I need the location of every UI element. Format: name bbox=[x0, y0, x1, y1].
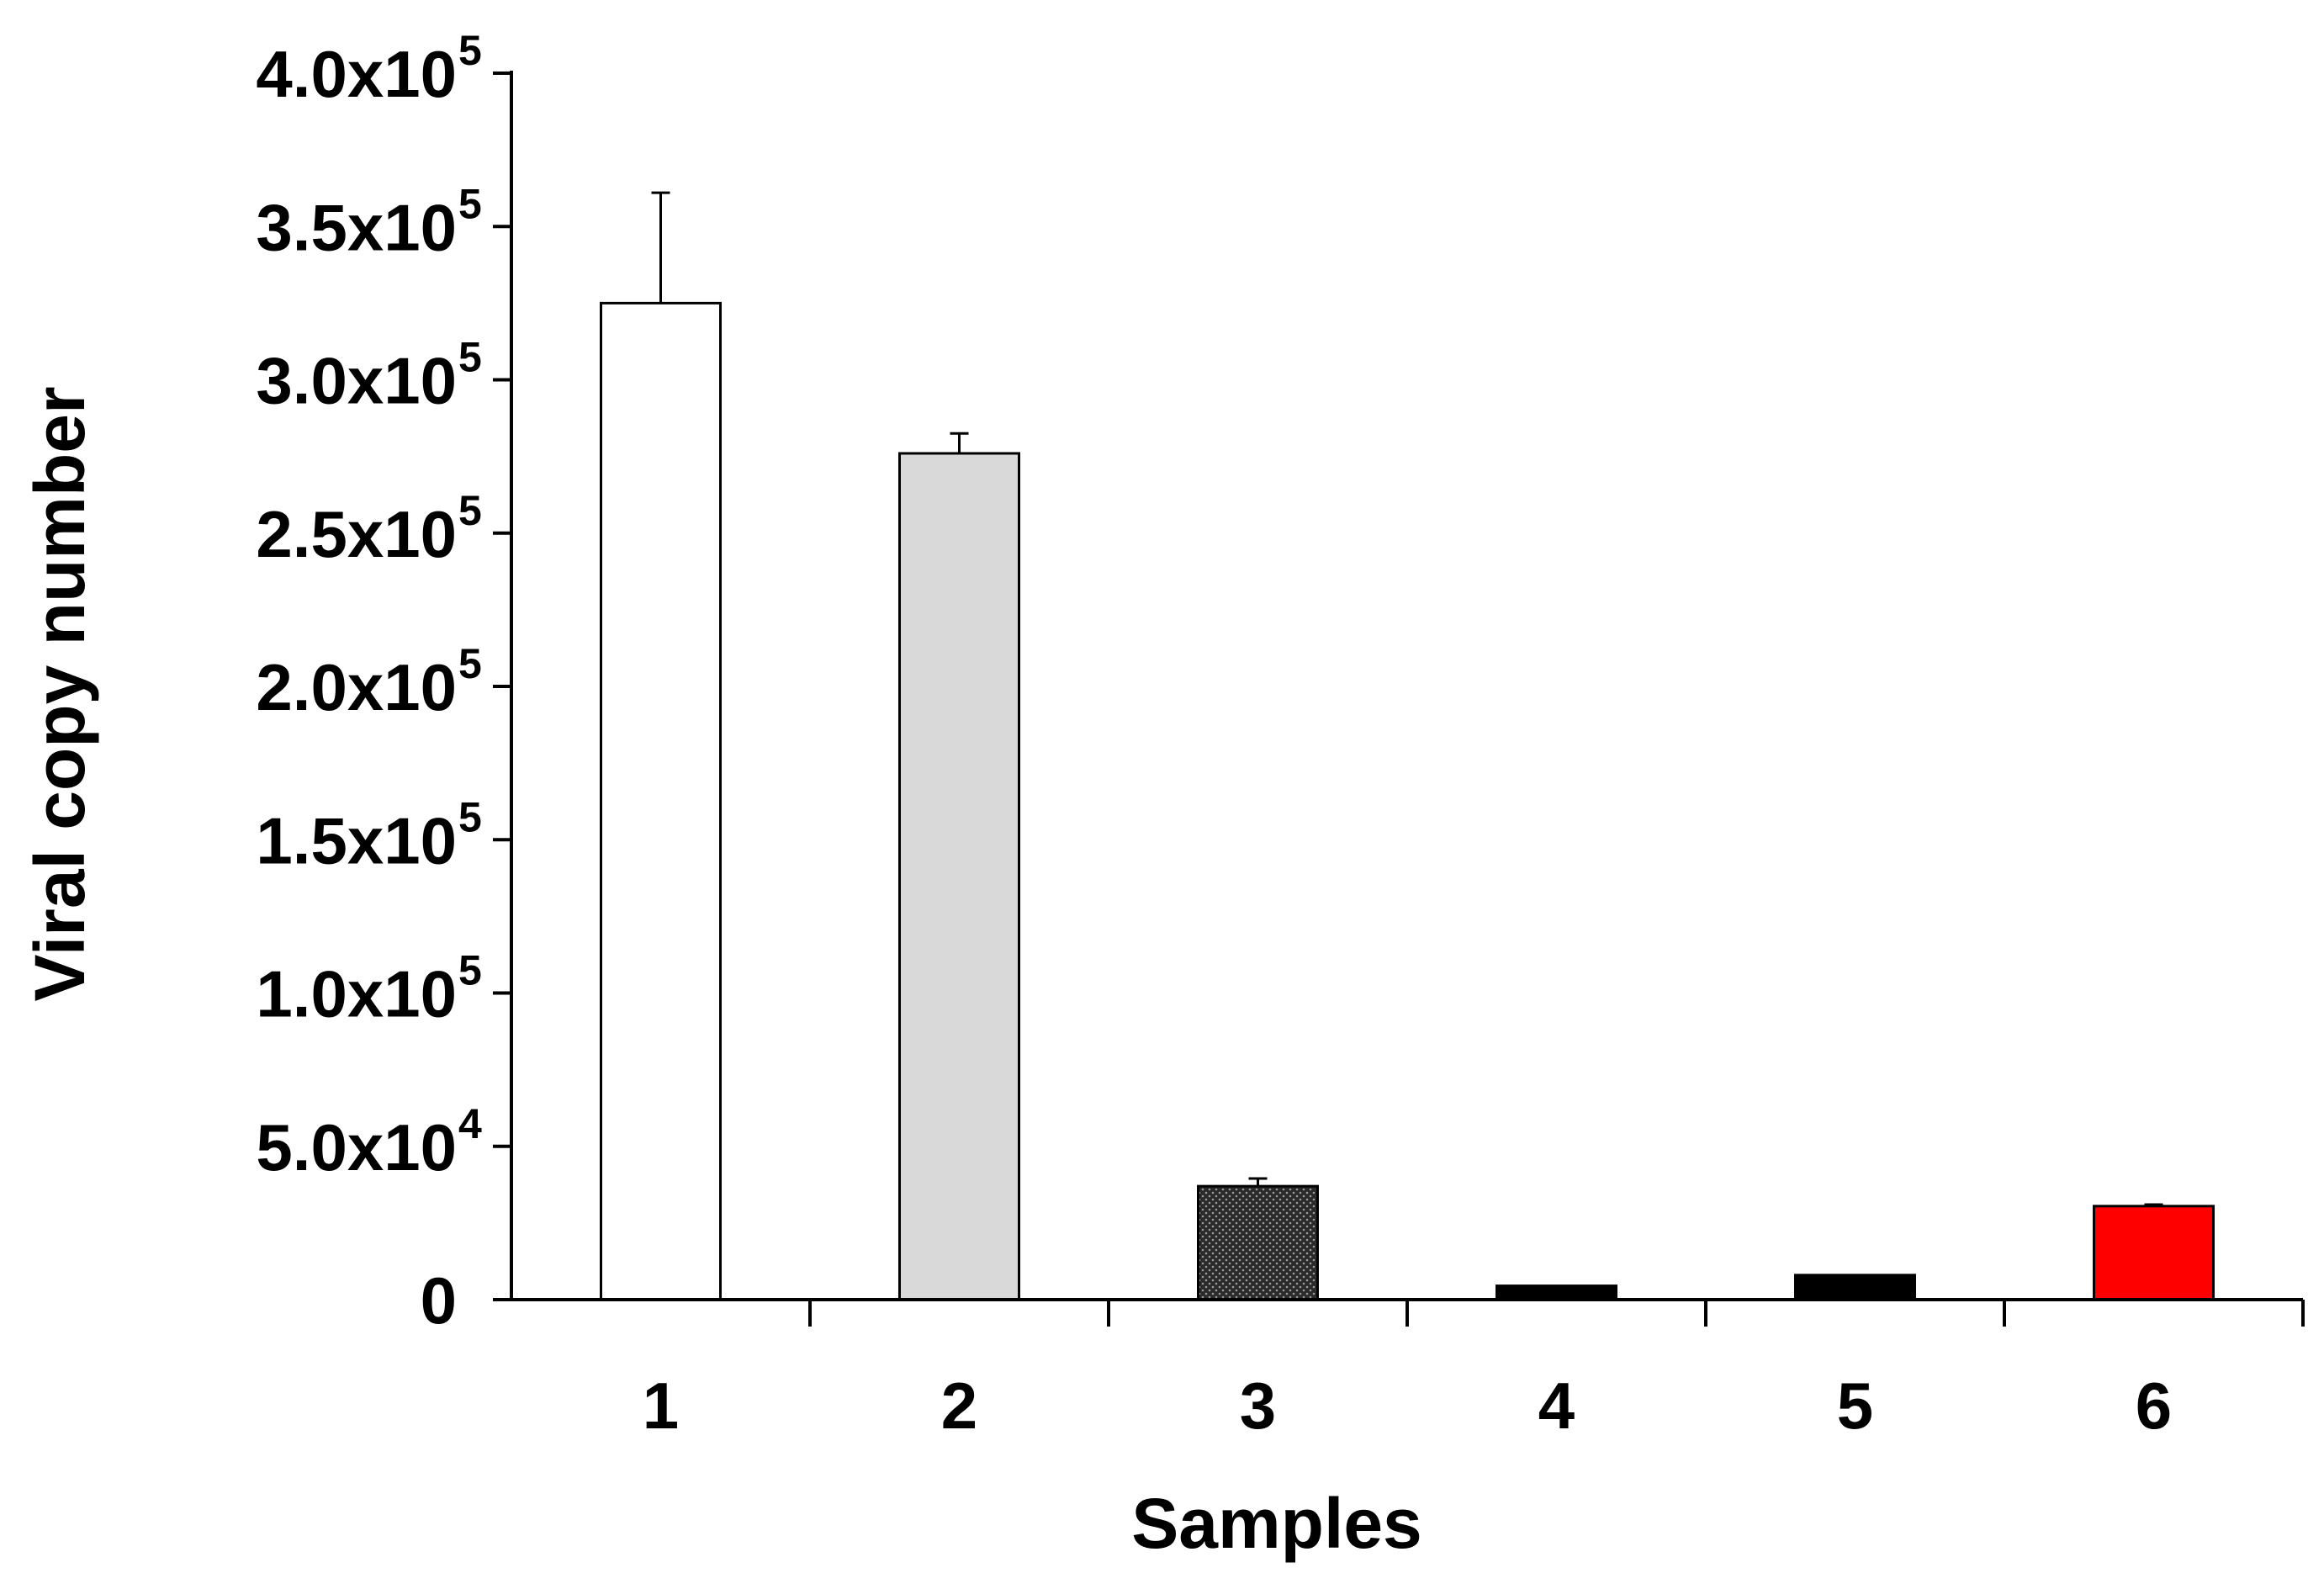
y-tick-label: 1.0x10 bbox=[256, 957, 457, 1031]
y-axis-title: Viral copy number bbox=[20, 386, 99, 1001]
bar-sample-3 bbox=[1197, 1184, 1319, 1301]
x-tick-label: 4 bbox=[1538, 1369, 1575, 1443]
x-tick-label: 3 bbox=[1240, 1369, 1276, 1443]
bars-layer bbox=[600, 301, 2215, 1301]
bar-sample-4 bbox=[1496, 1284, 1617, 1301]
bar-sample-1 bbox=[600, 301, 722, 1301]
y-tick-label: 3.0x10 bbox=[256, 344, 457, 418]
y-tick-label: 4.0x10 bbox=[256, 37, 457, 111]
error-bars-layer bbox=[651, 191, 2163, 1206]
y-tick-exponent: 5 bbox=[458, 793, 482, 840]
y-tick-label: 0 bbox=[421, 1263, 457, 1337]
y-tick-label: 2.5x10 bbox=[256, 497, 457, 571]
axes-layer: 05.0x10 41.0x10 51.5x10 52.0x10 52.5x10 53.0x… bbox=[256, 27, 2305, 1443]
bar-sample-2 bbox=[898, 452, 1020, 1301]
x-tick-label: 2 bbox=[941, 1369, 977, 1443]
x-axis-title: Samples bbox=[1131, 1484, 1422, 1563]
y-tick-exponent: 4 bbox=[458, 1100, 482, 1147]
x-tick-label: 6 bbox=[2136, 1369, 2172, 1443]
y-tick-exponent: 5 bbox=[458, 947, 482, 994]
labels-layer: Samples Viral copy number bbox=[20, 386, 1422, 1563]
bar-sample-6 bbox=[2093, 1205, 2215, 1301]
error-bar-sample-1 bbox=[651, 191, 670, 304]
x-tick-label: 1 bbox=[643, 1369, 679, 1443]
error-bar-sample-3 bbox=[1248, 1177, 1268, 1187]
bar-sample-5 bbox=[1794, 1274, 1916, 1301]
y-tick-exponent: 5 bbox=[458, 640, 482, 687]
y-tick-label: 2.0x10 bbox=[256, 650, 457, 724]
y-tick-label: 5.0x10 bbox=[256, 1110, 457, 1184]
y-tick-label: 3.5x10 bbox=[256, 190, 457, 264]
error-bar-sample-6 bbox=[2144, 1203, 2163, 1206]
y-tick-exponent: 5 bbox=[458, 27, 482, 74]
x-tick-label: 5 bbox=[1837, 1369, 1873, 1443]
y-tick-exponent: 5 bbox=[458, 334, 482, 381]
y-tick-exponent: 5 bbox=[458, 487, 482, 534]
y-tick-label: 1.5x10 bbox=[256, 803, 457, 877]
y-tick-exponent: 5 bbox=[458, 180, 482, 227]
error-bar-sample-2 bbox=[950, 432, 969, 453]
